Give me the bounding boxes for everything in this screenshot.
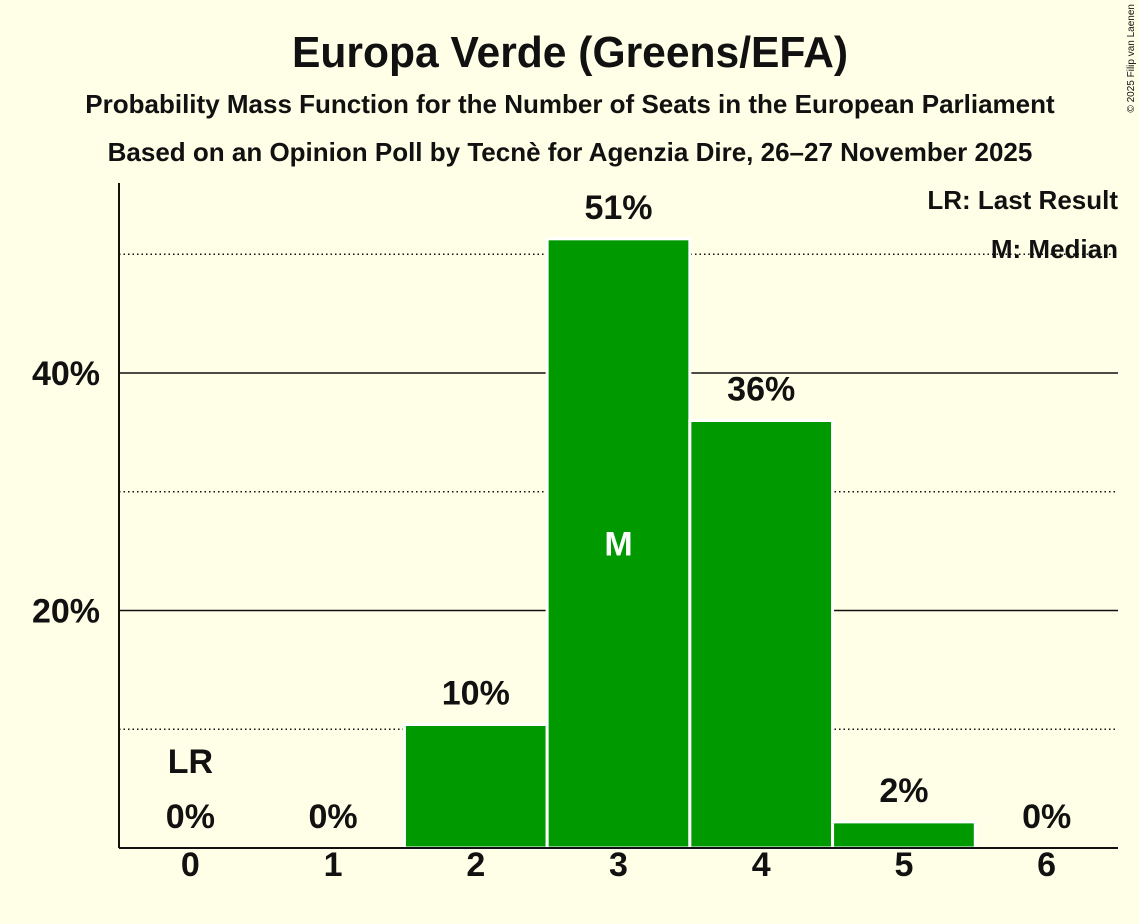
bar-seats-3	[545, 237, 692, 850]
value-label-seats-3: 51%	[584, 189, 652, 227]
chart-subtitle: Probability Mass Function for the Number…	[85, 89, 1055, 119]
legend: LR: Last Result M: Median	[927, 185, 1118, 264]
bars	[402, 237, 977, 850]
value-label-seats-4: 36%	[727, 371, 795, 409]
bar-seats-5	[831, 820, 977, 850]
value-label-seats-1: 0%	[309, 798, 358, 836]
bar-seats-4	[688, 419, 835, 850]
y-tick-label-40: 40%	[32, 355, 100, 393]
value-label-seats-2: 10%	[442, 675, 510, 713]
chart-labels: 20% 40% 0% 0 0% 1 10% 2 51% 3 36% 4 2% 5 0% 6	[32, 189, 1071, 884]
median-marker: M	[604, 525, 632, 563]
chart-source-line: Based on an Opinion Poll by Tecnè for Ag…	[108, 137, 1033, 167]
x-tick-label-0: 0	[181, 846, 200, 884]
x-tick-label-2: 2	[466, 846, 485, 884]
value-label-seats-6: 0%	[1022, 798, 1071, 836]
x-tick-label-3: 3	[609, 846, 628, 884]
copyright-notice: © 2025 Filip van Laenen	[1126, 4, 1137, 113]
x-tick-label-6: 6	[1037, 846, 1056, 884]
value-label-seats-5: 2%	[879, 772, 928, 810]
last-result-marker: LR	[168, 743, 213, 781]
value-label-seats-0: 0%	[166, 798, 215, 836]
x-tick-label-5: 5	[894, 846, 913, 884]
x-tick-label-1: 1	[324, 846, 343, 884]
legend-last-result: LR: Last Result	[927, 185, 1118, 215]
chart-title: Europa Verde (Greens/EFA)	[292, 28, 848, 77]
x-tick-label-4: 4	[752, 846, 771, 884]
legend-median: M: Median	[991, 234, 1118, 264]
bar-seats-2	[402, 723, 549, 850]
y-tick-label-20: 20%	[32, 593, 100, 631]
